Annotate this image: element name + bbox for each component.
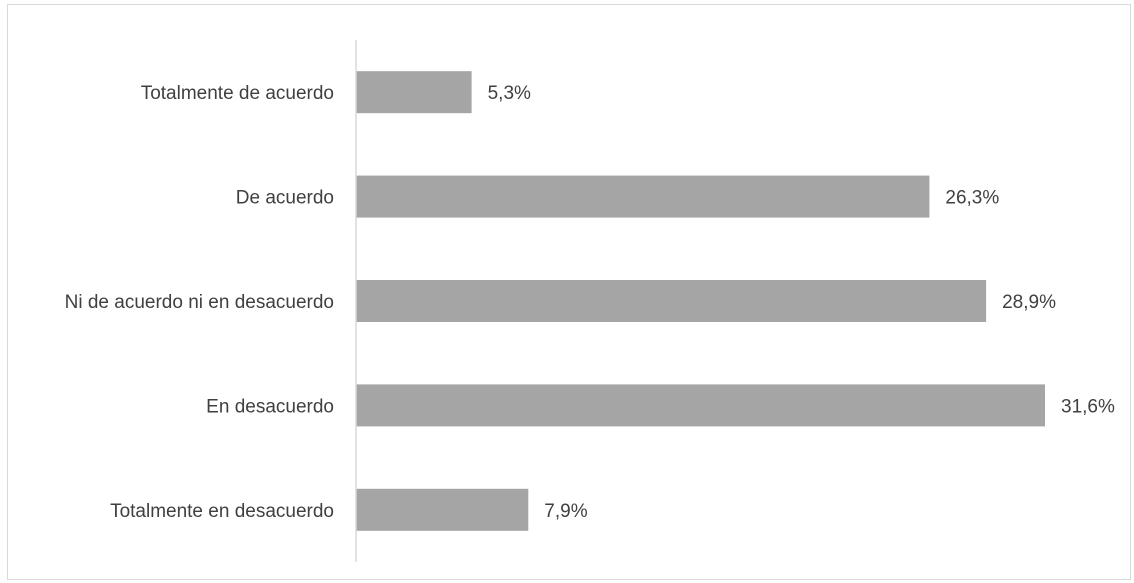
value-label-0: 5,3% xyxy=(488,83,531,104)
bar-2 xyxy=(356,280,987,322)
category-label-1: De acuerdo xyxy=(236,188,334,209)
category-label-3: En desacuerdo xyxy=(206,396,334,417)
category-label-4: Totalmente en desacuerdo xyxy=(110,501,334,522)
bar-1 xyxy=(356,175,930,218)
value-label-4: 7,9% xyxy=(544,501,587,522)
category-label-0: Totalmente de acuerdo xyxy=(141,83,334,104)
bar-3 xyxy=(356,384,1045,427)
value-label-3: 31,6% xyxy=(1061,396,1115,417)
value-label-2: 28,9% xyxy=(1002,292,1056,313)
category-label-2: Ni de acuerdo ni en desacuerdo xyxy=(65,292,334,313)
value-label-1: 26,3% xyxy=(945,188,999,209)
bar-4 xyxy=(356,488,529,531)
bar-0 xyxy=(356,71,472,114)
